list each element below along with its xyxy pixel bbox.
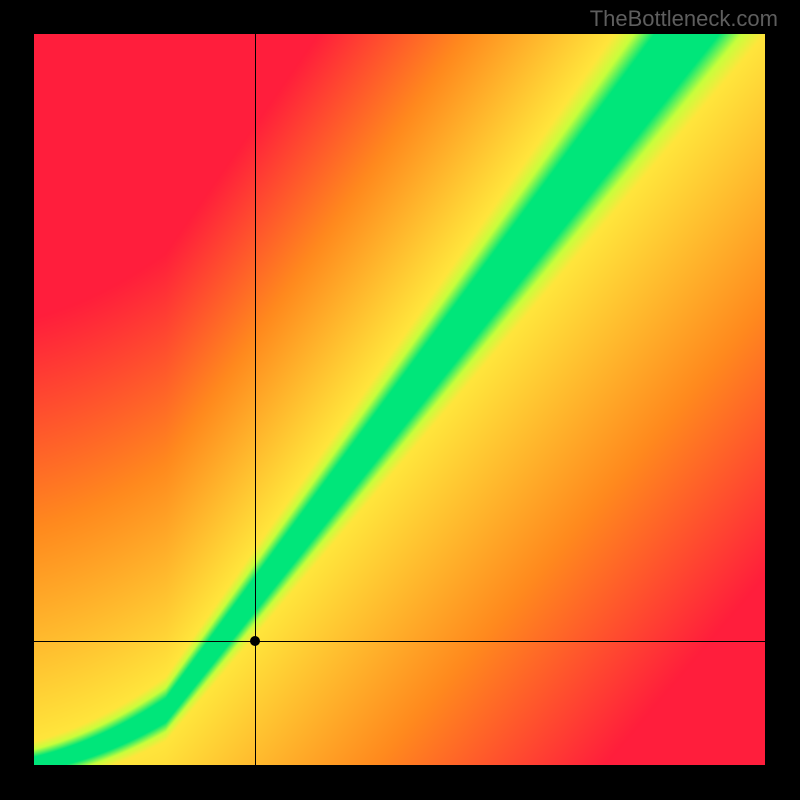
crosshair-vertical (255, 34, 256, 765)
selected-point-marker (250, 636, 260, 646)
heatmap-canvas (34, 34, 765, 765)
watermark-text: TheBottleneck.com (590, 6, 778, 32)
bottleneck-heatmap (34, 34, 765, 765)
crosshair-horizontal (34, 641, 765, 642)
